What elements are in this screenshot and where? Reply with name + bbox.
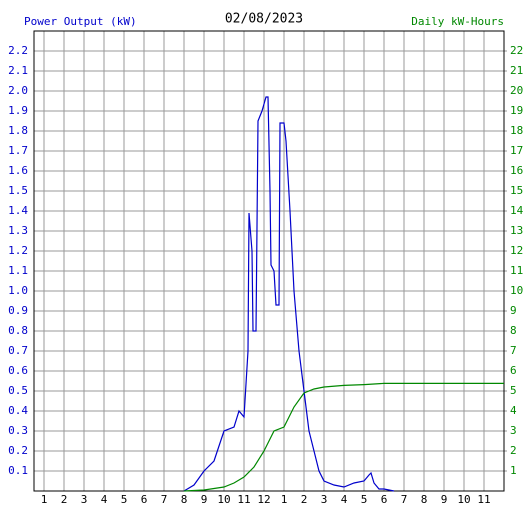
y-tick-label: 1.9 <box>8 104 28 117</box>
x-tick-label: 11 <box>237 493 250 506</box>
x-tick-label: 5 <box>121 493 128 506</box>
y2-tick-label: 21 <box>510 64 523 77</box>
y2-tick-label: 4 <box>510 404 517 417</box>
y2-tick-label: 3 <box>510 424 517 437</box>
y2-axis-label: Daily kW-Hours <box>411 15 504 28</box>
y-tick-label: 0.5 <box>8 384 28 397</box>
y-tick-label: 0.7 <box>8 344 28 357</box>
y2-tick-label: 15 <box>510 184 523 197</box>
y-tick-label: 1.1 <box>8 264 28 277</box>
x-tick-label: 3 <box>81 493 88 506</box>
y-tick-label: 0.3 <box>8 424 28 437</box>
chart-title: 02/08/2023 <box>225 12 303 27</box>
x-tick-label: 1 <box>281 493 288 506</box>
y2-tick-label: 14 <box>510 204 524 217</box>
x-tick-label: 7 <box>161 493 168 506</box>
y2-tick-label: 12 <box>510 244 523 257</box>
y-tick-label: 2.2 <box>8 44 28 57</box>
x-tick-label: 9 <box>201 493 208 506</box>
y-tick-label: 1.4 <box>8 204 28 217</box>
y2-tick-label: 2 <box>510 444 517 457</box>
series-line <box>183 382 504 492</box>
x-tick-label: 9 <box>441 493 448 506</box>
x-tick-label: 2 <box>301 493 308 506</box>
y2-tick-label: 13 <box>510 224 523 237</box>
y2-tick-label: 16 <box>510 164 523 177</box>
y-tick-label: 0.1 <box>8 464 28 477</box>
y-tick-label: 0.4 <box>8 404 28 417</box>
y-tick-label: 2.0 <box>8 84 28 97</box>
y2-tick-label: 20 <box>510 84 523 97</box>
series-line <box>183 96 395 492</box>
y-tick-label: 1.5 <box>8 184 28 197</box>
y-tick-label: 1.7 <box>8 144 28 157</box>
x-tick-label: 10 <box>457 493 470 506</box>
x-tick-label: 7 <box>401 493 408 506</box>
plot-border <box>33 30 505 492</box>
x-tick-label: 6 <box>141 493 148 506</box>
x-tick-label: 2 <box>61 493 68 506</box>
x-tick-label: 8 <box>181 493 188 506</box>
y2-tick-label: 11 <box>510 264 523 277</box>
y-tick-label: 0.8 <box>8 324 28 337</box>
y-tick-label: 1.3 <box>8 224 28 237</box>
y2-tick-label: 9 <box>510 304 517 317</box>
y-tick-label: 1.8 <box>8 124 28 137</box>
x-tick-label: 4 <box>101 493 108 506</box>
x-tick-label: 11 <box>477 493 490 506</box>
y-tick-label: 1.2 <box>8 244 28 257</box>
y2-tick-label: 22 <box>510 44 523 57</box>
y2-tick-label: 5 <box>510 384 517 397</box>
y-tick-label: 0.9 <box>8 304 28 317</box>
x-tick-label: 12 <box>257 493 270 506</box>
y2-tick-label: 1 <box>510 464 517 477</box>
x-tick-label: 6 <box>381 493 388 506</box>
y-tick-label: 0.2 <box>8 444 28 457</box>
x-tick-label: 3 <box>321 493 328 506</box>
y-tick-label: 2.1 <box>8 64 28 77</box>
y2-tick-label: 7 <box>510 344 517 357</box>
y-axis-label: Power Output (kW) <box>24 15 137 28</box>
y-tick-label: 1.0 <box>8 284 28 297</box>
x-tick-label: 10 <box>217 493 230 506</box>
y2-tick-label: 6 <box>510 364 517 377</box>
y-tick-label: 1.6 <box>8 164 28 177</box>
x-tick-label: 4 <box>341 493 348 506</box>
y2-tick-label: 10 <box>510 284 523 297</box>
x-tick-label: 5 <box>361 493 368 506</box>
y2-tick-label: 8 <box>510 324 517 337</box>
y2-tick-label: 19 <box>510 104 523 117</box>
x-tick-label: 1 <box>41 493 48 506</box>
y2-tick-label: 17 <box>510 144 523 157</box>
x-tick-label: 8 <box>421 493 428 506</box>
y2-tick-label: 18 <box>510 124 523 137</box>
y-tick-label: 0.6 <box>8 364 28 377</box>
